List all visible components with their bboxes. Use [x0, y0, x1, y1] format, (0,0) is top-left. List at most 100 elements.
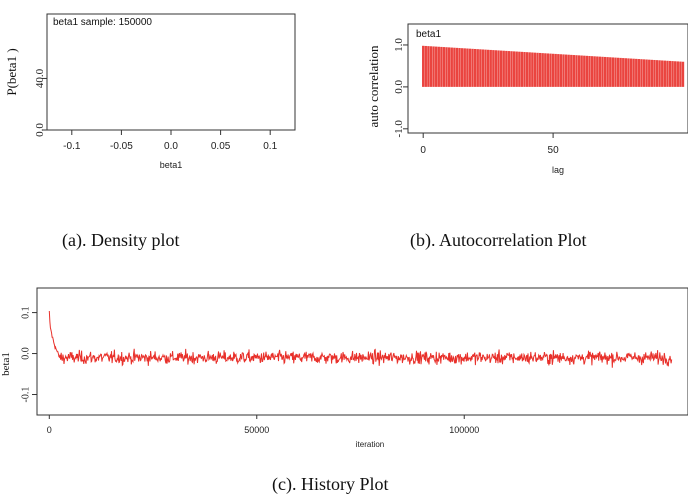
acf-bar [546, 53, 550, 87]
acf-bar [544, 53, 547, 87]
acf-bar [609, 57, 612, 87]
acf-bar [557, 54, 560, 87]
acf-bar [596, 56, 599, 87]
acf-bar [567, 54, 570, 87]
acf-bar [518, 51, 521, 87]
acf-bar [619, 57, 622, 87]
acf-bar [502, 50, 505, 87]
x-tick-label: 0 [47, 425, 52, 435]
acf-bar [458, 48, 461, 87]
x-tick-label: 50 [548, 145, 560, 156]
acf-bar [648, 59, 651, 87]
x-tick-label: 0 [420, 145, 426, 156]
history-plot-caption: (c). History Plot [272, 474, 389, 494]
acf-bar [645, 59, 648, 87]
acf-bar [512, 51, 516, 87]
acf-bar [520, 51, 524, 87]
inset-label: beta1 [416, 29, 441, 40]
acf-bar [525, 52, 529, 87]
acf-bar [580, 55, 583, 87]
acf-bar [429, 46, 433, 87]
x-tick-label: -0.05 [110, 141, 133, 152]
acf-bar [575, 55, 578, 87]
x-axis-label: lag [552, 165, 564, 175]
acf-bar [590, 56, 594, 87]
x-tick-label: 0.0 [164, 141, 178, 152]
acf-bar [479, 49, 482, 87]
acf-bar [570, 54, 573, 87]
acf-bar [668, 60, 672, 87]
acf-bar [424, 45, 427, 87]
acf-bar [674, 61, 677, 87]
acf-bar [593, 56, 596, 87]
acf-bar [554, 53, 557, 87]
acf-bar [666, 60, 669, 87]
acf-bar [585, 55, 589, 87]
density-plot-chart: -0.1 -0.05 0.0 0.05 0.1 0.0 40.0 beta1 P(beta1 )… [4, 13, 296, 170]
y-tick-label: 0.0 [34, 123, 46, 137]
acf-bar [681, 61, 685, 87]
autocorrelation-plot-panel: 0 50 -1.0 0.0 1.0 lag auto correlation beta1 [358, 0, 688, 200]
x-tick-label: 50000 [244, 425, 269, 435]
acf-bar [531, 52, 534, 87]
acf-bar [492, 50, 495, 87]
y-tick-label: 1.0 [393, 38, 405, 52]
acf-bar [442, 47, 446, 87]
acf-bar [468, 48, 472, 87]
acf-bar [577, 55, 581, 87]
acf-bar [655, 60, 659, 87]
acf-bar [601, 56, 604, 87]
acf-bar [637, 59, 641, 87]
plot-frame [46, 13, 296, 131]
acf-bar [466, 48, 469, 87]
acf-bar [650, 59, 653, 87]
acf-bar [541, 53, 544, 87]
acf-bar [460, 48, 464, 87]
history-trace [48, 310, 673, 368]
acf-bar [489, 49, 492, 87]
acf-bar [642, 59, 646, 87]
y-tick-label: 0.1 [21, 306, 32, 319]
y-axis-label: beta1 [0, 352, 12, 376]
acf-bar [632, 58, 635, 87]
acf-bar [476, 49, 479, 87]
x-tick-label: 100000 [449, 425, 479, 435]
acf-bar [422, 45, 425, 87]
plot-frame [36, 287, 688, 416]
x-tick-label: 0.05 [211, 141, 231, 152]
autocorrelation-plot-caption: (b). Autocorrelation Plot [410, 230, 587, 250]
y-tick-label: 40.0 [34, 68, 46, 88]
acf-bar [473, 48, 477, 87]
acf-bar [564, 54, 568, 87]
acf-bar [653, 59, 656, 87]
acf-bar [622, 58, 625, 87]
acf-bar [661, 60, 664, 87]
acf-bar [445, 47, 448, 87]
acf-bar [536, 52, 539, 87]
acf-bar [510, 51, 513, 87]
acf-bar [450, 47, 453, 87]
acf-bar [549, 53, 552, 87]
acf-bar [551, 53, 555, 87]
acf-bar [588, 55, 591, 87]
acf-bar [481, 49, 485, 87]
acf-bar [484, 49, 487, 87]
acf-bar [507, 51, 511, 87]
acf-bar [671, 61, 674, 87]
acf-bar [562, 54, 565, 87]
acf-bar [515, 51, 518, 87]
density-plot-caption: (a). Density plot [62, 230, 180, 250]
x-axis-label: iteration [356, 440, 384, 449]
x-tick-label: 0.1 [263, 141, 277, 152]
acf-bar [559, 54, 563, 87]
density-plot-panel: -0.1 -0.05 0.0 0.05 0.1 0.0 40.0 beta1 P(beta1 )… [0, 0, 300, 200]
acf-bar [572, 55, 576, 87]
acf-bar [494, 50, 498, 87]
acf-bar [499, 50, 503, 87]
acf-bar [629, 58, 633, 87]
acf-bar [635, 58, 638, 87]
acf-bar [598, 56, 602, 87]
acf-bar [538, 52, 542, 87]
acf-bar [624, 58, 628, 87]
acf-bar [676, 61, 679, 87]
